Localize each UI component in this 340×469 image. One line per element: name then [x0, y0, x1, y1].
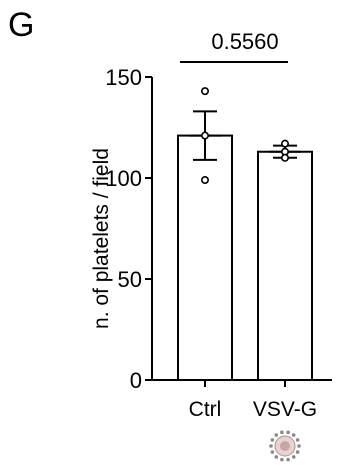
y-tick-label: 50	[118, 267, 142, 292]
x-tick-label-vsv-g: VSV-G	[253, 398, 317, 421]
virus-particle-icon	[269, 430, 301, 462]
data-point	[280, 153, 289, 162]
p-value-label: 0.5560	[211, 29, 278, 54]
data-point	[201, 131, 210, 140]
x-tick-label-ctrl: Ctrl	[189, 398, 222, 421]
data-point	[280, 139, 289, 148]
bar-ctrl	[177, 134, 233, 381]
y-tick-label: 150	[105, 65, 142, 90]
y-tick-label: 100	[105, 166, 142, 191]
data-point	[201, 87, 210, 96]
y-tick-label: 0	[130, 368, 142, 393]
y-axis-label: n. of platelets / field	[90, 148, 113, 329]
panel-letter: G	[8, 6, 35, 44]
bar-vsv-g	[257, 150, 313, 381]
data-point	[201, 176, 210, 185]
